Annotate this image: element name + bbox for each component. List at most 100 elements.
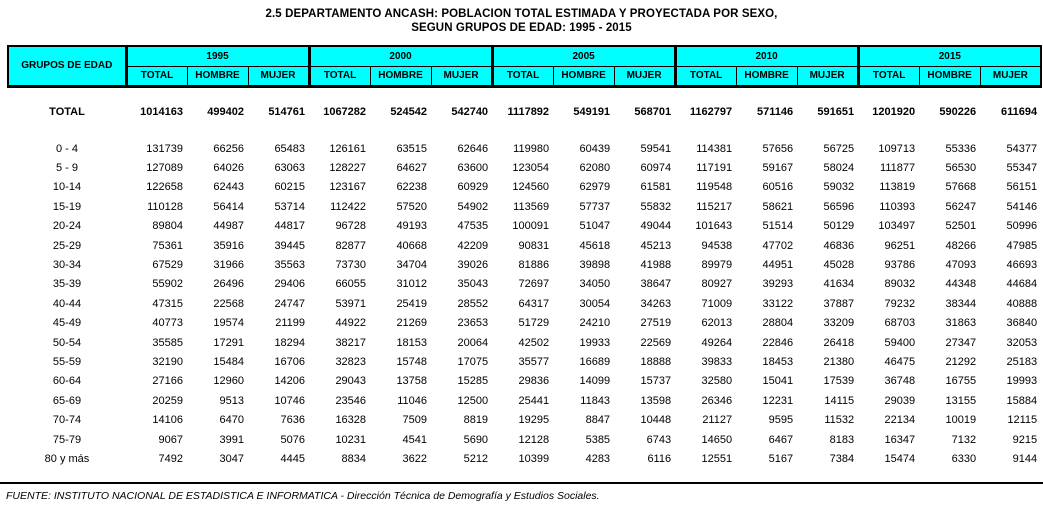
age-group-label: 45-49 <box>52 317 82 330</box>
value-cell: 123167 <box>329 181 367 194</box>
value-cell: 10019 <box>945 414 977 427</box>
value-cell: 113819 <box>879 181 916 194</box>
value-cell: 90831 <box>518 239 550 252</box>
value-cell: 51047 <box>579 220 611 233</box>
value-cell: 111877 <box>880 162 916 175</box>
value-cell: 38217 <box>335 336 367 349</box>
column-header-hombre-2010: HOMBRE <box>735 65 798 88</box>
table-row: 70-74 14106 6470 7636 16328 7509 8819 19295 8847… <box>8 410 1041 429</box>
value-cell: 44817 <box>274 220 306 233</box>
value-cell: 6467 <box>768 433 794 446</box>
value-cell: 42209 <box>457 239 489 252</box>
value-cell: 60929 <box>457 181 489 194</box>
age-group-label: 60-64 <box>52 375 82 388</box>
column-header-hombre-2005: HOMBRE <box>552 65 615 88</box>
column-header-total-2010: TOTAL <box>673 65 737 88</box>
value-cell: 9595 <box>768 414 794 427</box>
value-cell: 59400 <box>884 336 916 349</box>
value-cell: 10448 <box>640 414 672 427</box>
column-header-year-2000: 2000 <box>307 45 493 67</box>
value-cell: 79232 <box>884 297 916 310</box>
value-cell: 44684 <box>1006 278 1038 291</box>
value-cell: 54377 <box>1006 142 1038 155</box>
value-cell: 11046 <box>397 394 428 407</box>
value-cell: 110128 <box>147 200 183 213</box>
table-row: 30-34 67529 31966 35563 73730 34704 39026 81886… <box>8 255 1041 274</box>
value-cell: 31863 <box>945 317 977 330</box>
value-cell: 64627 <box>396 162 428 175</box>
value-cell: 34263 <box>640 297 672 310</box>
age-group-label: 40-44 <box>52 297 82 310</box>
value-cell: 28804 <box>762 317 794 330</box>
value-cell: 122658 <box>146 181 183 194</box>
value-cell: 63600 <box>457 162 489 175</box>
value-cell: 110393 <box>879 200 916 213</box>
value-cell: 26346 <box>701 394 733 407</box>
value-cell: 31012 <box>396 278 428 291</box>
value-cell: 37887 <box>823 297 855 310</box>
age-group-label: 55-59 <box>52 355 82 368</box>
value-cell: 100091 <box>512 220 550 233</box>
value-cell: 611694 <box>1001 105 1038 118</box>
value-cell: 56151 <box>1006 181 1038 194</box>
value-cell: 48266 <box>945 239 977 252</box>
value-cell: 10399 <box>518 452 550 465</box>
value-cell: 22569 <box>640 336 672 349</box>
value-cell: 44987 <box>213 220 244 233</box>
value-cell: 66055 <box>335 278 367 291</box>
value-cell: 123054 <box>512 162 550 175</box>
value-cell: 8847 <box>585 414 611 427</box>
value-cell: 49193 <box>396 220 428 233</box>
value-cell: 58024 <box>823 162 855 175</box>
value-cell: 35585 <box>152 336 183 349</box>
age-group-label: 20-24 <box>52 220 82 233</box>
value-cell: 114381 <box>696 142 733 155</box>
value-cell: 514761 <box>268 105 306 118</box>
value-cell: 126161 <box>329 142 367 155</box>
value-cell: 23546 <box>335 394 367 407</box>
value-cell: 61581 <box>640 181 672 194</box>
value-cell: 59032 <box>823 181 855 194</box>
age-group-label: 70-74 <box>52 414 82 427</box>
value-cell: 22134 <box>884 414 916 427</box>
value-cell: 119548 <box>696 181 733 194</box>
value-cell: 542740 <box>451 105 489 118</box>
age-group-label: 35-39 <box>52 278 82 291</box>
title-line-1: 2.5 DEPARTAMENTO ANCASH: POBLACION TOTAL… <box>265 8 778 20</box>
value-cell: 56530 <box>945 162 977 175</box>
value-cell: 14106 <box>152 414 183 427</box>
value-cell: 124560 <box>512 181 550 194</box>
value-cell: 47535 <box>457 220 489 233</box>
value-cell: 24747 <box>274 297 306 310</box>
value-cell: 22846 <box>762 336 794 349</box>
value-cell: 12551 <box>701 452 733 465</box>
value-cell: 62080 <box>579 162 611 175</box>
value-cell: 20064 <box>457 336 489 349</box>
value-cell: 55336 <box>945 142 977 155</box>
value-cell: 13598 <box>640 394 672 407</box>
value-cell: 113569 <box>513 200 550 213</box>
value-cell: 7384 <box>829 452 855 465</box>
value-cell: 29043 <box>335 375 367 388</box>
column-header-year-2005: 2005 <box>490 45 676 67</box>
value-cell: 31966 <box>213 259 244 272</box>
value-cell: 4283 <box>585 452 611 465</box>
table-row: 35-39 55902 26496 29406 66055 31012 35043 72697… <box>8 275 1041 294</box>
value-cell: 131739 <box>146 142 183 155</box>
value-cell: 26418 <box>823 336 855 349</box>
value-cell: 19993 <box>1006 375 1038 388</box>
value-cell: 21380 <box>823 355 855 368</box>
age-group-label: TOTAL <box>49 105 85 118</box>
value-cell: 46693 <box>1006 259 1038 272</box>
column-header-hombre-1995: HOMBRE <box>186 65 249 88</box>
value-cell: 62013 <box>701 317 733 330</box>
value-cell: 7509 <box>402 414 428 427</box>
value-cell: 549191 <box>573 105 611 118</box>
value-cell: 18294 <box>274 336 306 349</box>
table-row: 55-59 32190 15484 16706 32823 15748 17075 35577… <box>8 352 1041 371</box>
column-header-total-2005: TOTAL <box>490 65 554 88</box>
value-cell: 29039 <box>884 394 916 407</box>
value-cell: 568701 <box>634 105 672 118</box>
value-cell: 56247 <box>945 200 977 213</box>
value-cell: 47093 <box>945 259 977 272</box>
